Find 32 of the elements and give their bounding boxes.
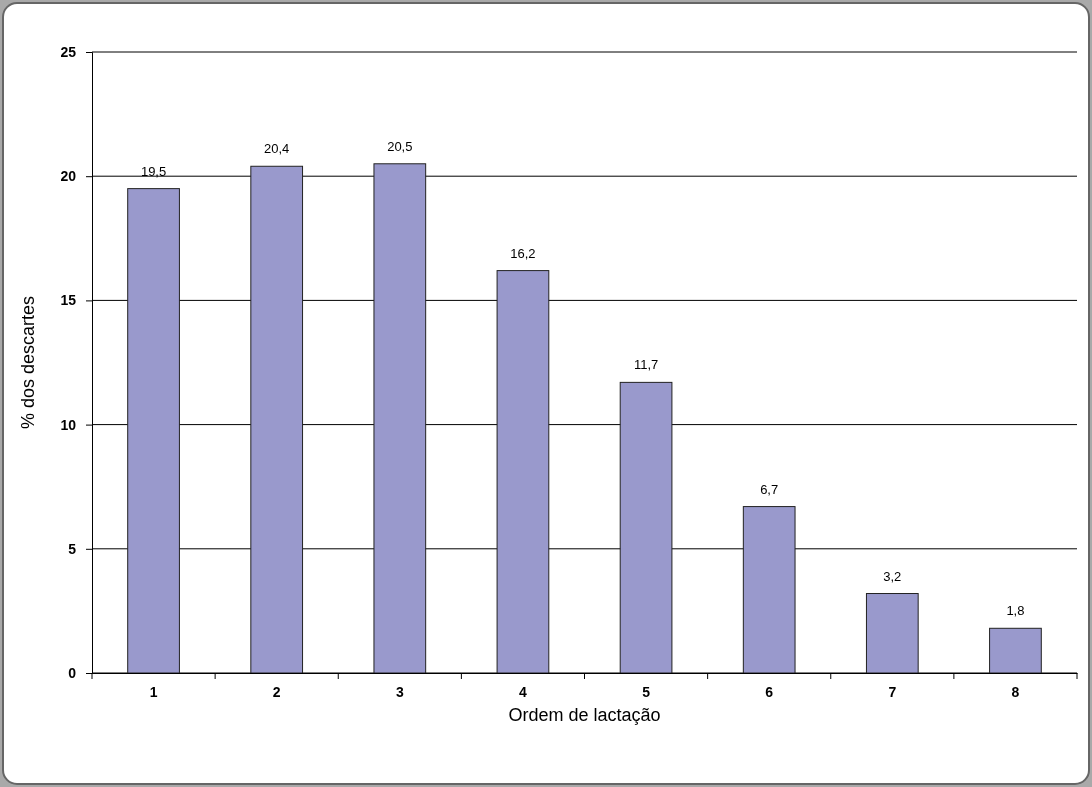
data-label: 1,8 (1006, 603, 1025, 619)
data-label: 6,7 (760, 481, 779, 497)
y-tick-label: 20 (60, 168, 77, 185)
x-tick-label: 1 (149, 683, 158, 700)
x-tick-label: 5 (642, 683, 651, 700)
data-label: 3,2 (883, 568, 902, 584)
x-tick-label: 3 (395, 683, 404, 700)
bar (742, 506, 796, 674)
x-tick-label: 8 (1011, 683, 1020, 700)
bar (250, 165, 304, 674)
y-tick-label: 5 (68, 540, 77, 557)
y-tick-label: 0 (68, 664, 77, 681)
y-tick-label: 15 (60, 292, 77, 309)
data-label: 11,7 (633, 357, 659, 373)
data-label: 16,2 (510, 245, 536, 261)
x-tick-label: 2 (272, 683, 281, 700)
x-tick-label: 7 (888, 683, 897, 700)
x-tick-label: 6 (765, 683, 774, 700)
bar (127, 188, 180, 674)
data-label: 20,5 (387, 138, 413, 154)
y-tick-label: 25 (60, 43, 77, 60)
bar (989, 627, 1042, 674)
data-label: 20,4 (264, 141, 290, 157)
bar (865, 593, 919, 674)
bar (619, 381, 673, 674)
x-tick-label: 4 (519, 683, 528, 700)
bar (373, 163, 427, 674)
bar (496, 270, 550, 674)
y-axis-title: % dos descartes (18, 295, 38, 430)
y-tick-label: 10 (60, 416, 77, 433)
data-label: 19,5 (140, 163, 167, 179)
x-axis-title: Ordem de lactação (508, 705, 661, 725)
